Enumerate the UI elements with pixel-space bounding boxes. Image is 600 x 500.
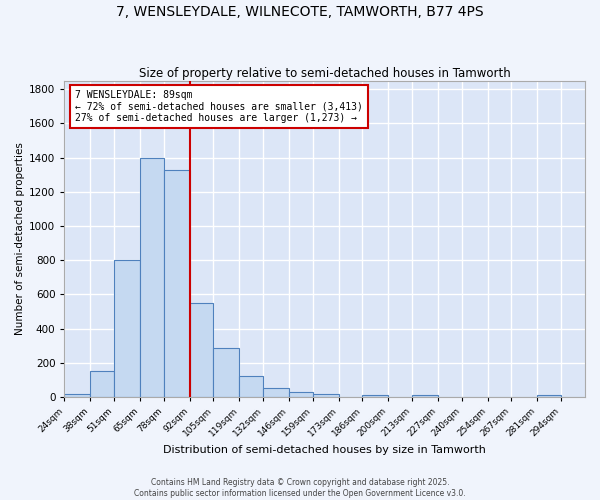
Bar [537,395,561,397]
Bar [164,170,190,397]
Bar [362,395,388,397]
Bar [90,372,114,397]
Bar [313,394,338,397]
X-axis label: Distribution of semi-detached houses by size in Tamworth: Distribution of semi-detached houses by … [163,445,486,455]
Bar [289,392,313,397]
Bar [412,395,438,397]
Bar [263,388,289,397]
Y-axis label: Number of semi-detached properties: Number of semi-detached properties [15,142,25,335]
Text: 7, WENSLEYDALE, WILNECOTE, TAMWORTH, B77 4PS: 7, WENSLEYDALE, WILNECOTE, TAMWORTH, B77… [116,5,484,19]
Text: 7 WENSLEYDALE: 89sqm
← 72% of semi-detached houses are smaller (3,413)
27% of se: 7 WENSLEYDALE: 89sqm ← 72% of semi-detac… [75,90,363,124]
Bar [190,303,214,397]
Bar [114,260,140,397]
Bar [64,394,90,397]
Text: Contains HM Land Registry data © Crown copyright and database right 2025.
Contai: Contains HM Land Registry data © Crown c… [134,478,466,498]
Bar [140,158,164,397]
Bar [214,348,239,397]
Bar [239,376,263,397]
Title: Size of property relative to semi-detached houses in Tamworth: Size of property relative to semi-detach… [139,66,511,80]
